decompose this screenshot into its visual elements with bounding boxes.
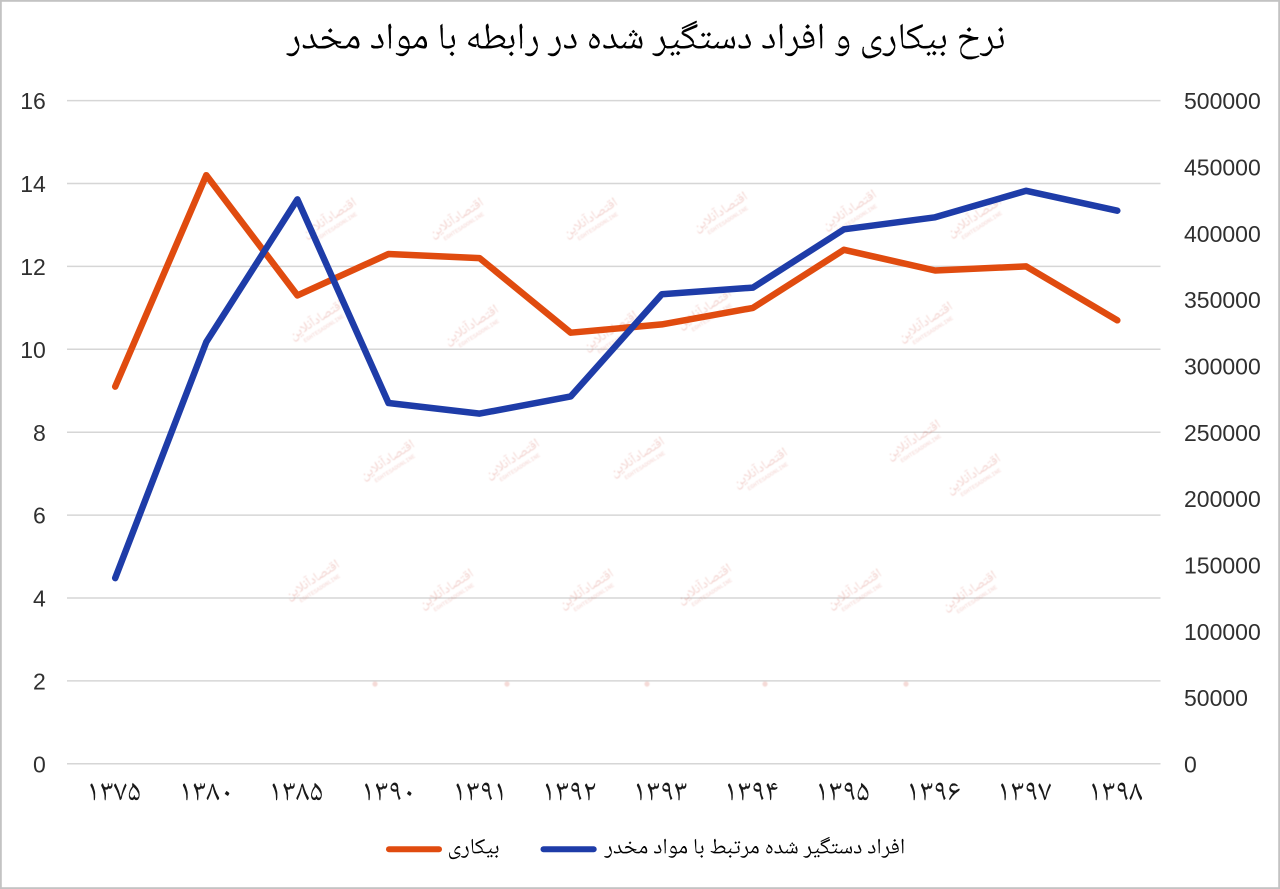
svg-text:12: 12 (20, 254, 46, 280)
svg-text:16: 16 (20, 88, 46, 114)
svg-text:2: 2 (33, 669, 46, 695)
svg-text:6: 6 (33, 503, 46, 529)
svg-text:14: 14 (20, 171, 46, 197)
svg-text:0: 0 (33, 751, 46, 777)
svg-text:450000: 450000 (1184, 155, 1261, 181)
svg-text:10: 10 (20, 337, 46, 363)
svg-text:0: 0 (1184, 751, 1197, 777)
svg-text:250000: 250000 (1184, 420, 1261, 446)
svg-text:200000: 200000 (1184, 486, 1261, 512)
svg-text:500000: 500000 (1184, 88, 1261, 114)
svg-text:50000: 50000 (1184, 685, 1248, 711)
svg-text:8: 8 (33, 420, 46, 446)
svg-text:4: 4 (33, 586, 46, 612)
svg-text:150000: 150000 (1184, 552, 1261, 578)
svg-text:400000: 400000 (1184, 221, 1261, 247)
svg-text:100000: 100000 (1184, 619, 1261, 645)
svg-text:350000: 350000 (1184, 287, 1261, 313)
svg-text:300000: 300000 (1184, 354, 1261, 380)
